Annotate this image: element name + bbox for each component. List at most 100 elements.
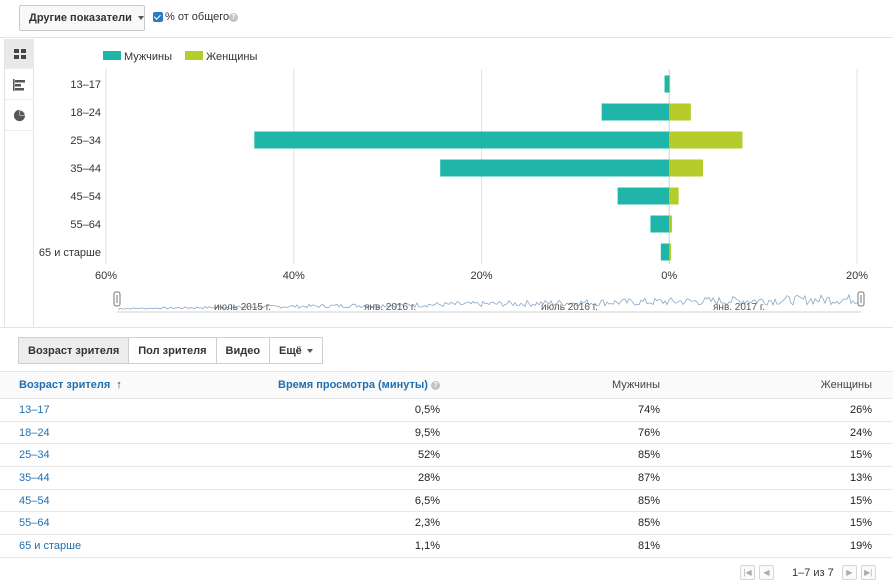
tab-video[interactable]: Видео xyxy=(215,337,271,364)
category-label: 35–44 xyxy=(70,163,101,175)
category-label: 25–34 xyxy=(70,135,101,147)
prev-page-button[interactable]: ◀ xyxy=(759,565,774,580)
tab-viewer-gender[interactable]: Пол зрителя xyxy=(128,337,217,364)
x-tick-label: 20% xyxy=(846,270,868,282)
header-male[interactable]: Мужчины xyxy=(611,379,660,391)
cell-age[interactable]: 55–64 xyxy=(19,517,50,530)
table-row: 25–34 52% 85% 15% xyxy=(0,444,893,468)
table-row: 18–24 9,5% 76% 24% xyxy=(0,422,893,445)
header-watch-time[interactable]: Время просмотра (минуты) ? xyxy=(278,379,440,391)
bar-female xyxy=(669,159,704,177)
table-row: 13–17 0,5% 74% 26% xyxy=(0,399,893,422)
bar-female xyxy=(669,215,673,233)
bar-female xyxy=(669,243,672,261)
bar-male xyxy=(440,159,670,177)
timeline-label: июль 2015 г. xyxy=(214,302,271,313)
tab-viewer-age[interactable]: Возраст зрителя xyxy=(18,337,130,364)
tab-label: Возраст зрителя xyxy=(28,344,120,357)
pagination: |◀ ◀ 1–7 из 7 ▶ ▶| xyxy=(740,565,880,580)
chart-svg: 60% 40% 20% 0% 20% Мужчины Женщины 13–17 18–24 25… xyxy=(39,51,868,313)
table-header: Возраст зрителя ↑ Время просмотра (минуты… xyxy=(0,371,893,399)
first-page-button[interactable]: |◀ xyxy=(740,565,755,580)
cell-age[interactable]: 35–44 xyxy=(19,471,50,484)
header-female[interactable]: Женщины xyxy=(820,379,872,391)
chevron-down-icon xyxy=(306,348,313,353)
tab-label: Видео xyxy=(225,344,261,357)
help-icon[interactable]: ? xyxy=(431,380,440,390)
table-row: 55–64 2,3% 85% 15% xyxy=(0,512,893,536)
toolbar: Другие показатели % от общего ? xyxy=(0,0,893,38)
category-label: 65 и старше xyxy=(39,247,101,259)
bar-chart-view-button[interactable] xyxy=(5,70,34,100)
cell-male: 85% xyxy=(637,449,660,462)
category-label: 45–54 xyxy=(70,191,101,203)
bar-male xyxy=(660,243,670,261)
data-table: Возраст зрителя ↑ Время просмотра (минуты… xyxy=(0,371,893,558)
x-tick-label: 20% xyxy=(470,270,492,282)
cell-age[interactable]: 45–54 xyxy=(19,494,50,507)
legend-swatch xyxy=(103,51,121,60)
bar-male xyxy=(601,103,670,121)
category-label: 18–24 xyxy=(70,107,101,119)
cell-watch-time: 28% xyxy=(417,471,440,484)
next-page-button[interactable]: ▶ xyxy=(841,565,857,580)
cell-male: 81% xyxy=(637,539,660,552)
cell-age[interactable]: 25–34 xyxy=(19,449,50,462)
age-gender-chart: 60% 40% 20% 0% 20% Мужчины Женщины 13–17 18–24 25… xyxy=(35,39,893,327)
legend-label: Женщины xyxy=(206,51,257,63)
cell-watch-time: 52% xyxy=(417,449,440,462)
cell-female: 24% xyxy=(849,426,872,439)
sort-up-icon: ↑ xyxy=(116,379,122,391)
divider xyxy=(0,327,893,328)
cell-age[interactable]: 18–24 xyxy=(19,426,50,439)
bar-female xyxy=(669,75,671,93)
legend-label: Мужчины xyxy=(124,51,172,63)
percent-of-total-label: % от общего xyxy=(165,11,230,23)
pie-chart-view-button[interactable] xyxy=(5,101,34,131)
x-tick-label: 40% xyxy=(283,270,305,282)
last-page-button[interactable]: ▶| xyxy=(860,565,876,580)
cell-male: 87% xyxy=(637,471,660,484)
header-watch-time-label: Время просмотра (минуты) xyxy=(278,379,428,391)
header-age-label: Возраст зрителя xyxy=(19,379,111,391)
table-view-button[interactable] xyxy=(5,39,34,69)
cell-male: 76% xyxy=(637,426,660,439)
other-metrics-label: Другие показатели xyxy=(29,12,132,24)
bar-female xyxy=(669,103,691,121)
cell-female: 15% xyxy=(849,517,872,530)
cell-watch-time: 9,5% xyxy=(414,426,440,439)
table-row: 65 и старше 1,1% 81% 19% xyxy=(0,535,893,558)
table-row: 35–44 28% 87% 13% xyxy=(0,467,893,490)
bar-male xyxy=(664,75,670,93)
cell-female: 19% xyxy=(849,539,872,552)
cell-female: 15% xyxy=(849,449,872,462)
bar-male xyxy=(254,131,670,149)
help-icon[interactable]: ? xyxy=(229,13,238,22)
bar-male xyxy=(617,187,670,205)
category-label: 13–17 xyxy=(70,79,101,91)
view-switcher xyxy=(4,39,34,327)
cell-watch-time: 2,3% xyxy=(414,517,440,530)
timeline-label: янв. 2017 г. xyxy=(713,302,765,313)
x-tick-label: 0% xyxy=(661,270,677,282)
cell-watch-time: 6,5% xyxy=(414,494,440,507)
header-age[interactable]: Возраст зрителя ↑ xyxy=(19,379,122,391)
tab-label: Пол зрителя xyxy=(138,344,207,357)
cell-age[interactable]: 13–17 xyxy=(19,403,50,416)
cell-male: 85% xyxy=(637,494,660,507)
table-row: 45–54 6,5% 85% 15% xyxy=(0,490,893,513)
cell-age[interactable]: 65 и старше xyxy=(19,539,82,552)
bar-male xyxy=(650,215,670,233)
cell-watch-time: 1,1% xyxy=(414,539,440,552)
chevron-down-icon xyxy=(137,16,144,20)
bar-female xyxy=(669,187,679,205)
other-metrics-dropdown[interactable]: Другие показатели xyxy=(19,5,145,31)
cell-female: 13% xyxy=(849,471,872,484)
table-icon xyxy=(13,48,26,59)
pie-chart-icon xyxy=(13,109,26,122)
cell-male: 74% xyxy=(637,403,660,416)
percent-of-total-checkbox[interactable] xyxy=(153,12,163,22)
category-label: 55–64 xyxy=(70,219,101,231)
tab-more[interactable]: Ещё xyxy=(269,337,323,364)
x-tick-label: 60% xyxy=(95,270,117,282)
